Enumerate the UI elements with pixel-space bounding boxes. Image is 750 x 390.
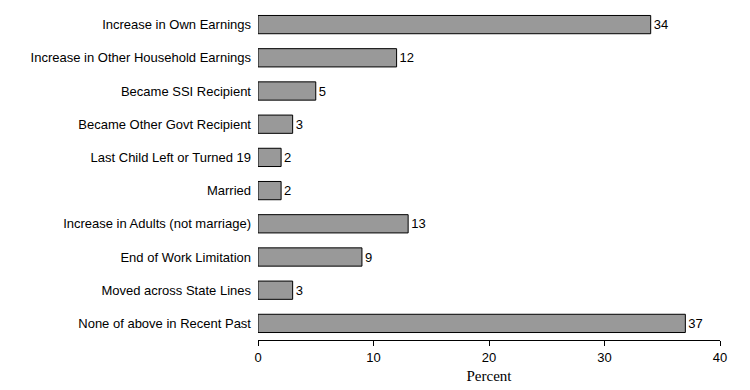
svg-text:12: 12 [400, 50, 414, 65]
svg-text:30: 30 [597, 350, 611, 365]
svg-text:Married: Married [207, 183, 251, 198]
svg-text:40: 40 [713, 350, 727, 365]
svg-text:10: 10 [366, 350, 380, 365]
svg-text:Increase in Adults (not marria: Increase in Adults (not marriage) [63, 216, 251, 231]
svg-text:20: 20 [482, 350, 496, 365]
svg-text:End of Work Limitation: End of Work Limitation [120, 250, 251, 265]
svg-text:None of above in Recent Past: None of above in Recent Past [78, 316, 251, 331]
svg-text:Increase in Own Earnings: Increase in Own Earnings [102, 17, 251, 32]
svg-text:5: 5 [319, 84, 326, 99]
svg-text:0: 0 [254, 350, 261, 365]
svg-text:Moved across State Lines: Moved across State Lines [101, 283, 251, 298]
svg-text:2: 2 [284, 150, 291, 165]
svg-text:Increase in Other Household Ea: Increase in Other Household Earnings [31, 50, 252, 65]
svg-text:2: 2 [284, 183, 291, 198]
svg-text:Last Child Left or Turned 19: Last Child Left or Turned 19 [91, 150, 251, 165]
svg-text:Became SSI Recipient: Became SSI Recipient [121, 84, 251, 99]
svg-text:Became Other Govt Recipient: Became Other Govt Recipient [78, 117, 251, 132]
svg-text:Percent: Percent [467, 368, 513, 384]
svg-text:3: 3 [296, 283, 303, 298]
svg-text:34: 34 [654, 17, 668, 32]
svg-text:13: 13 [411, 216, 425, 231]
svg-text:3: 3 [296, 117, 303, 132]
svg-text:37: 37 [688, 316, 702, 331]
svg-text:9: 9 [365, 250, 372, 265]
